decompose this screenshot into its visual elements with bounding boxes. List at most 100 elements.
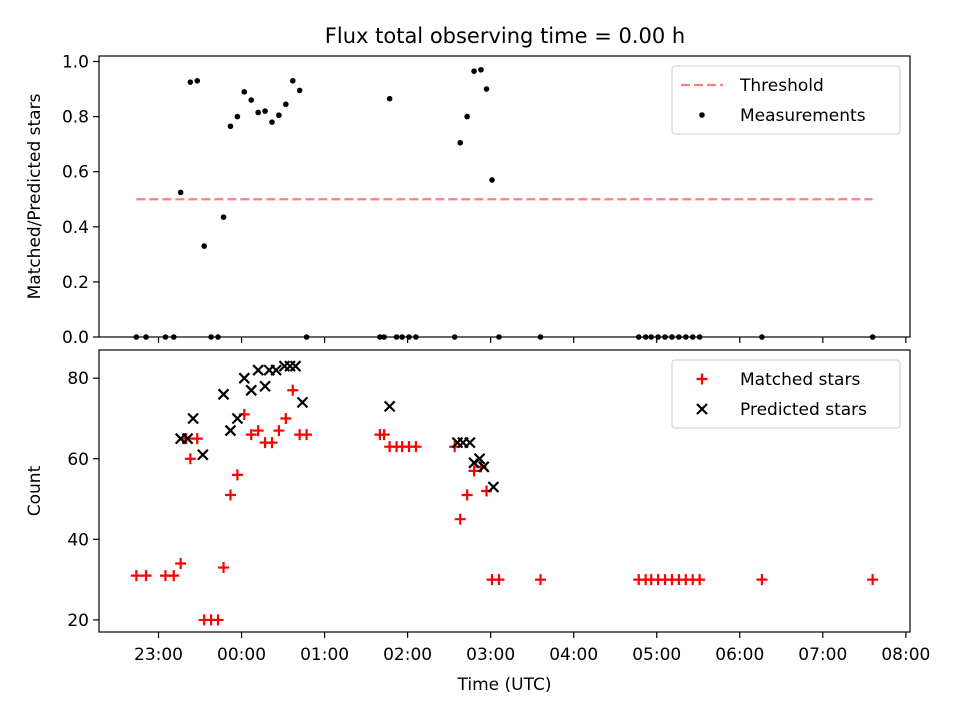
measurement-point	[296, 87, 303, 94]
measurement-point	[689, 334, 696, 340]
x-tick-label: 23:00	[134, 645, 183, 665]
matched-star-point	[694, 574, 706, 586]
legend-measurement-swatch	[699, 112, 705, 118]
predicted-star-point	[197, 448, 209, 461]
x-axis-label: Time (UTC)	[457, 675, 552, 695]
measurement-point	[241, 89, 248, 95]
y-tick-label: 0.0	[62, 328, 89, 348]
measurement-point	[869, 334, 876, 340]
x-tick-label: 00:00	[217, 645, 266, 665]
measurement-point	[208, 334, 214, 340]
legend-label: Measurements	[740, 106, 866, 126]
y-tick-label: 0.8	[62, 108, 89, 128]
matched-star-point	[273, 425, 285, 437]
y-tick-label: 1.0	[62, 53, 89, 73]
matched-star-point	[184, 453, 196, 465]
measurement-point	[642, 334, 649, 340]
predicted-star-point	[187, 412, 199, 425]
measurement-point	[234, 113, 241, 120]
measurement-point	[451, 334, 458, 340]
predicted-star-point	[252, 364, 264, 376]
measurement-point	[471, 68, 477, 74]
y-tick-label: 0.2	[62, 273, 89, 293]
matched-star-point	[493, 574, 505, 586]
measurement-point	[478, 66, 484, 73]
predicted-star-point	[296, 396, 309, 409]
y-tick-label: 40	[67, 530, 89, 550]
matched-star-point	[266, 437, 278, 449]
predicted-star-point	[224, 424, 237, 437]
matched-star-point	[252, 425, 264, 437]
measurement-point	[248, 97, 255, 103]
predicted-star-point	[238, 372, 251, 384]
y-axis-label: Count	[25, 465, 45, 516]
matched-star-point	[468, 465, 480, 477]
matched-star-point	[231, 469, 243, 481]
measurement-point	[662, 334, 668, 340]
measurement-point	[170, 334, 177, 340]
matched-star-point	[867, 574, 879, 586]
matched-star-point	[301, 429, 313, 441]
measurement-point	[496, 334, 502, 340]
measurement-point	[406, 334, 412, 340]
measurement-point	[381, 334, 387, 340]
legend-label: Matched stars	[740, 370, 860, 390]
measurement-point	[483, 86, 490, 92]
measurement-point	[635, 334, 642, 340]
measurement-point	[413, 334, 419, 340]
measurement-point	[676, 334, 682, 340]
measurement-point	[187, 79, 194, 85]
measurement-point	[276, 112, 282, 119]
matched-star-point	[534, 574, 546, 586]
predicted-star-point	[245, 384, 258, 397]
matched-star-point	[287, 384, 299, 396]
y-tick-label: 20	[67, 611, 89, 631]
legend-label: Threshold	[739, 76, 824, 96]
measurement-point	[143, 334, 149, 340]
measurement-point	[655, 334, 661, 340]
x-tick-label: 03:00	[466, 645, 515, 665]
measurement-point	[393, 334, 400, 340]
x-tick-label: 07:00	[798, 645, 847, 665]
measurement-point	[682, 334, 689, 340]
legend-label: Predicted stars	[740, 400, 867, 420]
x-tick-label: 06:00	[715, 645, 764, 665]
matched-star-point	[175, 558, 187, 570]
predicted-star-point	[270, 364, 282, 376]
top-panel: 0.0 0.2 0.4 0.6 0.8 1.0 Matched/Predicted star…	[25, 53, 911, 348]
measurement-point	[303, 334, 310, 340]
predicted-star-point	[231, 412, 244, 425]
matched-star-point	[454, 513, 466, 525]
matched-star-point	[410, 441, 422, 453]
measurement-point	[386, 95, 393, 102]
matched-star-point	[224, 489, 236, 501]
measurement-point	[194, 77, 201, 84]
predicted-star-point	[477, 461, 490, 473]
y-axis-label: Matched/Predicted stars	[25, 93, 45, 299]
measurement-point	[227, 123, 234, 130]
measurement-point	[489, 177, 495, 183]
bottom-panel: 20 40 60 80 23:00 00:00 01:00 02:00 03:00 04:00 05…	[25, 349, 930, 695]
x-tick-label: 05:00	[632, 645, 681, 665]
chart-title: Flux total observing time = 0.00 h	[325, 24, 685, 48]
predicted-star-point	[259, 380, 271, 393]
measurement-point	[464, 113, 470, 120]
y-tick-label: 0.6	[62, 163, 89, 183]
measurement-point	[377, 334, 383, 340]
axes-frame	[98, 55, 911, 338]
predicted-star-point	[487, 481, 500, 493]
matched-star-point	[191, 433, 203, 445]
legend-box	[671, 359, 901, 429]
matched-star-point	[212, 614, 224, 626]
x-tick-label: 01:00	[300, 645, 349, 665]
legend-predicted-swatch	[696, 403, 708, 415]
predicted-star-point	[464, 436, 476, 449]
measurement-point	[133, 334, 140, 340]
matched-star-point	[280, 412, 292, 424]
y-tick-label: 60	[67, 450, 89, 470]
measurement-point	[215, 334, 221, 340]
measurement-point	[177, 189, 184, 196]
matched-star-point	[461, 489, 473, 501]
matched-star-point	[756, 574, 768, 586]
measurement-point	[162, 334, 169, 340]
